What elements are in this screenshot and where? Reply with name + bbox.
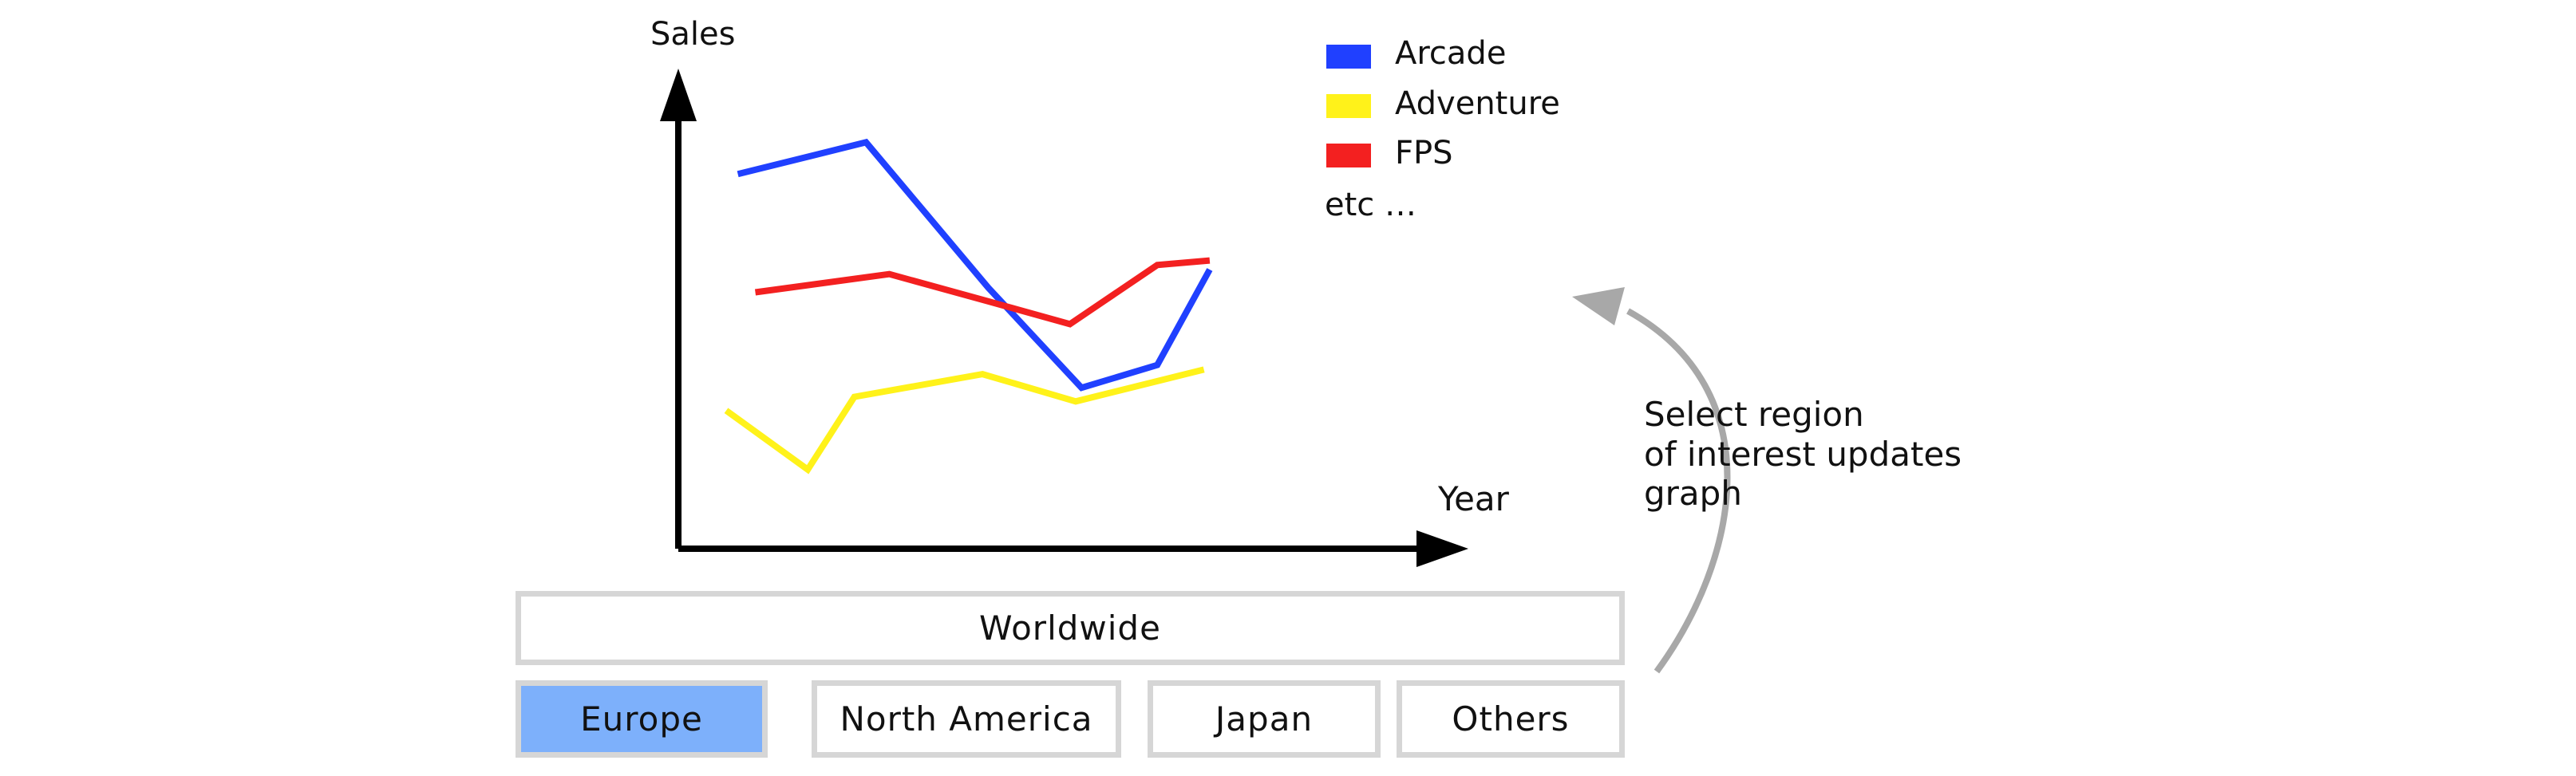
legend-label-adventure: Adventure bbox=[1395, 85, 1560, 122]
region-button-worldwide[interactable]: Worldwide bbox=[516, 591, 1625, 665]
series-line-arcade bbox=[737, 138, 1213, 392]
y-axis-arrowhead bbox=[660, 69, 697, 121]
legend-swatch-fps bbox=[1326, 144, 1371, 167]
legend-label-fps: FPS bbox=[1395, 135, 1453, 171]
region-button-north-america[interactable]: North America bbox=[812, 680, 1121, 758]
legend-etc: etc … bbox=[1325, 187, 1416, 223]
series-line-fps bbox=[754, 257, 1211, 328]
region-button-others[interactable]: Others bbox=[1397, 680, 1625, 758]
x-axis-label: Year bbox=[1437, 479, 1510, 518]
legend-swatch-arcade bbox=[1326, 45, 1371, 69]
region-button-europe[interactable]: Europe bbox=[516, 680, 768, 758]
annotation-arrow-curve bbox=[1626, 308, 1731, 674]
annotation-line-3: graph bbox=[1644, 474, 1742, 513]
legend-label-arcade: Arcade bbox=[1395, 35, 1506, 72]
region-button-japan[interactable]: Japan bbox=[1148, 680, 1381, 758]
legend: Arcade Adventure FPS etc … bbox=[1325, 35, 1560, 223]
annotation-line-1: Select region bbox=[1644, 395, 1864, 434]
series-line-adventure bbox=[724, 366, 1205, 475]
series-layer bbox=[724, 138, 1213, 475]
legend-swatch-adventure bbox=[1326, 94, 1371, 118]
annotation-line-2: of interest updates bbox=[1644, 435, 1962, 474]
y-axis-label: Sales bbox=[650, 16, 735, 53]
annotation-arrow-head bbox=[1572, 287, 1625, 325]
x-axis-arrowhead bbox=[1416, 530, 1468, 567]
